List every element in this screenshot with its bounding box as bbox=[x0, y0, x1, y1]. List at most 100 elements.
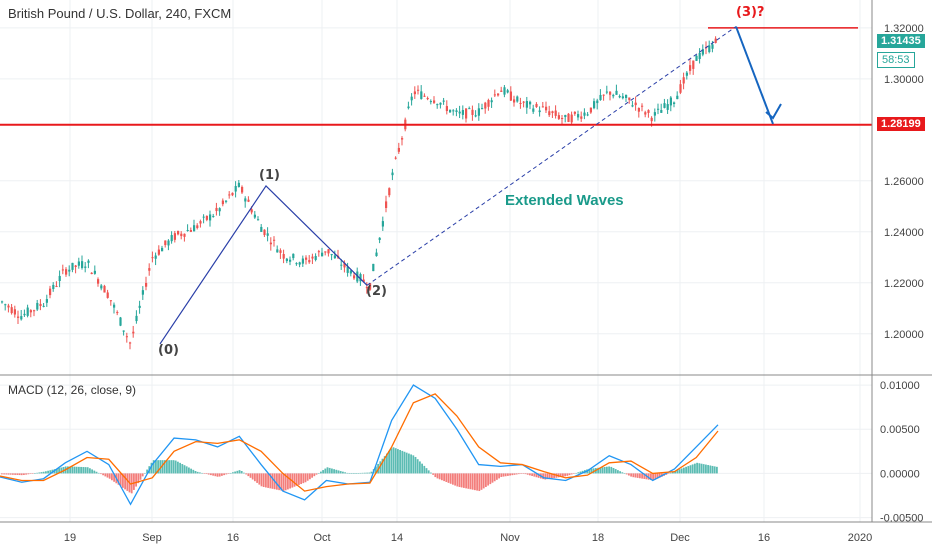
macd-histogram-bar bbox=[529, 473, 531, 476]
candle-body bbox=[285, 258, 288, 262]
candle-body bbox=[548, 111, 551, 116]
macd-histogram-bar bbox=[361, 472, 364, 474]
macd-histogram-bar bbox=[232, 472, 234, 474]
macd-histogram-bar bbox=[269, 473, 272, 489]
candle-body bbox=[621, 96, 624, 99]
candle-body bbox=[39, 303, 42, 306]
macd-histogram-bar bbox=[104, 473, 107, 477]
macd-histogram-bar bbox=[654, 473, 657, 480]
macd-histogram-bar bbox=[348, 473, 351, 474]
candle-body bbox=[321, 252, 324, 257]
candle-body bbox=[289, 259, 292, 262]
candle-body bbox=[247, 199, 250, 202]
macd-histogram-bar bbox=[463, 473, 465, 488]
macd-histogram-bar bbox=[97, 472, 100, 474]
macd-histogram-bar bbox=[535, 473, 538, 478]
candle-body bbox=[173, 233, 176, 240]
macd-histogram-bar bbox=[544, 473, 547, 480]
candle-body bbox=[417, 89, 420, 91]
macd-histogram-bar bbox=[531, 473, 533, 476]
macd-histogram-bar bbox=[559, 473, 562, 478]
candle-body bbox=[586, 114, 589, 116]
candle-body bbox=[343, 262, 346, 268]
x-tick-label: 14 bbox=[391, 532, 403, 544]
candle-body bbox=[218, 208, 221, 212]
price-tick-label: 1.32000 bbox=[884, 23, 924, 35]
candle-body bbox=[244, 198, 247, 202]
candle-body bbox=[519, 102, 522, 104]
macd-histogram-bar bbox=[293, 473, 296, 487]
macd-histogram-bar bbox=[337, 470, 340, 474]
macd-histogram-bar bbox=[553, 473, 555, 479]
macd-histogram-bar bbox=[709, 465, 712, 474]
candle-body bbox=[74, 265, 77, 267]
macd-histogram-bar bbox=[247, 473, 250, 477]
candle-body bbox=[391, 172, 394, 176]
macd-histogram-bar bbox=[84, 467, 87, 474]
macd-histogram-bar bbox=[392, 447, 395, 474]
macd-histogram-bar bbox=[196, 471, 199, 474]
price-series bbox=[1, 36, 717, 350]
macd-histogram-bar bbox=[284, 473, 287, 491]
macd-histogram-bar bbox=[485, 473, 487, 487]
candle-body bbox=[545, 106, 548, 111]
macd-histogram-bar bbox=[150, 462, 153, 474]
candle-body bbox=[193, 225, 196, 232]
candle-body bbox=[679, 84, 682, 93]
macd-histogram-bar bbox=[702, 464, 705, 474]
macd-histogram-bar bbox=[31, 473, 34, 474]
candle-body bbox=[282, 254, 285, 259]
macd-histogram-bar bbox=[705, 464, 707, 474]
drawings bbox=[0, 26, 872, 345]
macd-histogram-bar bbox=[608, 466, 610, 474]
candle-body bbox=[410, 96, 413, 101]
candle-body bbox=[125, 336, 128, 338]
price-tick-label: 1.20000 bbox=[884, 329, 924, 341]
macd-histogram-bar bbox=[34, 473, 36, 474]
macd-histogram-bar bbox=[152, 460, 155, 474]
macd-histogram-bar bbox=[441, 473, 443, 481]
macd-histogram-bar bbox=[610, 466, 613, 474]
candle-body bbox=[49, 288, 52, 296]
candle-body bbox=[253, 214, 256, 218]
macd-histogram-bar bbox=[614, 469, 617, 474]
candle-body bbox=[106, 292, 109, 298]
grid-lines bbox=[0, 0, 872, 522]
macd-histogram-bar bbox=[157, 460, 159, 474]
macd-histogram-bar bbox=[42, 471, 45, 474]
macd-tick-label: 0.00000 bbox=[880, 468, 920, 480]
candle-body bbox=[557, 115, 560, 119]
macd-histogram-bar bbox=[590, 468, 593, 474]
macd-histogram-bar bbox=[221, 473, 223, 476]
macd-histogram-bar bbox=[394, 448, 397, 474]
macd-histogram-bar bbox=[390, 448, 393, 474]
candle-body bbox=[708, 45, 711, 52]
candle-body bbox=[138, 305, 141, 308]
macd-histogram-bar bbox=[335, 469, 338, 474]
macd-histogram-bar bbox=[447, 473, 450, 483]
candle-body bbox=[682, 77, 685, 84]
candle-body bbox=[170, 235, 173, 242]
candle-body bbox=[209, 214, 212, 221]
macd-histogram-bar bbox=[502, 473, 505, 477]
macd-histogram-bar bbox=[170, 460, 173, 474]
macd-histogram-bar bbox=[225, 473, 228, 475]
macd-histogram-bar bbox=[18, 473, 21, 476]
macd-line bbox=[0, 384, 719, 506]
macd-histogram-bar bbox=[366, 472, 368, 474]
candle-body bbox=[493, 94, 496, 96]
macd-histogram-bar bbox=[471, 473, 474, 490]
candle-body bbox=[113, 304, 116, 308]
candle-body bbox=[202, 216, 205, 218]
macd-histogram-bar bbox=[454, 473, 456, 486]
macd-histogram-bar bbox=[256, 473, 258, 483]
macd-histogram-bar bbox=[623, 473, 626, 474]
macd-histogram-bar bbox=[496, 473, 498, 480]
candle-body bbox=[212, 215, 215, 217]
macd-histogram-bar bbox=[474, 473, 476, 491]
macd-histogram-bar bbox=[38, 472, 41, 474]
projection-arrow-head bbox=[765, 103, 782, 120]
macd-tick-label: -0.00500 bbox=[880, 513, 923, 525]
